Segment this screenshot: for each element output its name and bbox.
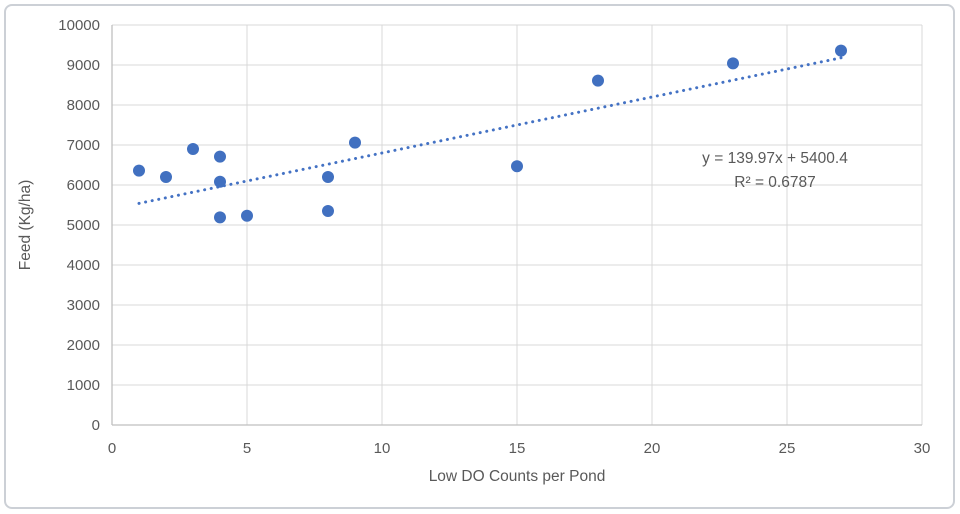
data-point [592, 74, 604, 87]
y-axis-title: Feed (Kg/ha) [17, 180, 34, 270]
data-point [214, 211, 226, 224]
y-axis-tick-label: 8000 [67, 97, 100, 114]
x-axis-tick-label: 10 [374, 440, 391, 457]
y-axis-tick-label: 6000 [67, 177, 100, 194]
data-point [727, 57, 739, 70]
x-axis-tick-label: 15 [509, 440, 526, 457]
y-axis-tick-label: 9000 [67, 57, 100, 74]
data-point [187, 143, 199, 155]
data-point [214, 150, 226, 163]
y-axis-tick-label: 0 [92, 417, 100, 434]
data-point [241, 209, 253, 222]
data-point [214, 175, 226, 188]
x-axis-tick-label: 20 [644, 440, 661, 457]
data-point [322, 205, 334, 217]
y-axis-tick-label: 3000 [67, 297, 100, 314]
trendline [137, 56, 843, 205]
y-axis-tick-label: 7000 [67, 137, 100, 154]
data-point [511, 160, 523, 173]
y-axis-tick-label: 4000 [67, 257, 100, 274]
data-point [160, 171, 172, 183]
data-point [349, 136, 361, 149]
x-axis-tick-label: 25 [779, 440, 796, 457]
x-axis-tick-label: 0 [108, 440, 116, 457]
y-axis-tick-label: 5000 [67, 217, 100, 234]
y-axis-tick-label: 1000 [67, 377, 100, 394]
y-axis-tick-label: 10000 [58, 17, 100, 34]
trendline-r-squared-label: R² = 0.6787 [734, 174, 815, 191]
x-axis-title: Low DO Counts per Pond [429, 468, 606, 485]
data-point [322, 171, 334, 183]
y-axis-tick-label: 2000 [67, 337, 100, 354]
data-point [133, 164, 145, 177]
trendline-equation-label: y = 139.97x + 5400.4 [702, 150, 848, 167]
x-axis-tick-label: 5 [243, 440, 251, 457]
x-axis-tick-label: 30 [914, 440, 931, 457]
data-point [835, 44, 847, 57]
